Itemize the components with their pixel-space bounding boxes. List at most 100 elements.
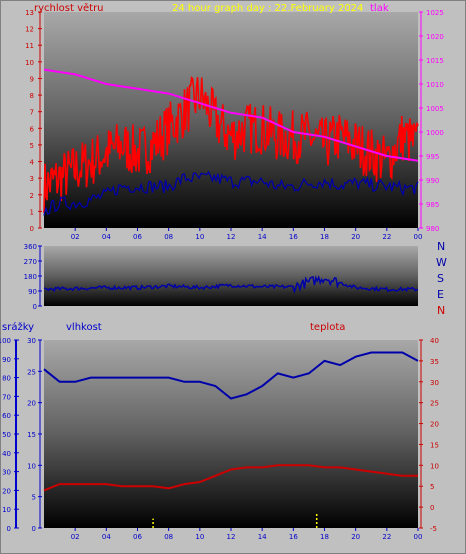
- x-tick-label-bottom: 22: [382, 533, 391, 541]
- temperature-axis-tick-label: 0: [430, 504, 434, 512]
- wind-axis-tick-label: 3: [30, 175, 34, 183]
- pressure-axis-tick-label: 980: [426, 225, 439, 233]
- x-tick-label-bottom: 12: [227, 533, 236, 541]
- wind-axis-tick-label: 0: [30, 225, 34, 233]
- x-tick-label-bottom: 02: [71, 533, 80, 541]
- wind-axis-tick-label: 8: [30, 92, 34, 100]
- panel2-bg: [44, 246, 418, 306]
- wind-axis-tick-label: 9: [30, 75, 34, 83]
- rain-axis-tick-label: 10: [2, 506, 11, 514]
- temperature-axis-tick-label: 30: [430, 379, 439, 387]
- wind-direction-line: [43, 274, 419, 294]
- wind-axis-title: rychlost větru: [34, 2, 104, 14]
- wind-avg-line: [43, 170, 419, 216]
- rain-axis-tick-label: 40: [2, 450, 11, 458]
- x-tick-label-bottom: 14: [258, 533, 267, 541]
- pressure-line: [43, 68, 419, 162]
- compass-e: E: [437, 288, 444, 301]
- x-tick-label-top: 10: [195, 233, 204, 241]
- humidity-axis-tick-label: 30: [27, 337, 36, 345]
- wind-axis-tick-label: 12: [25, 26, 34, 34]
- rain-axis-tick-label: 90: [2, 356, 11, 364]
- direction-axis-tick-label: 360: [24, 243, 37, 251]
- x-tick-label-top: 14: [258, 233, 267, 241]
- temperature-axis-title: teplota: [310, 322, 345, 333]
- temperature-axis-tick-label: 35: [430, 358, 439, 366]
- pressure-axis-tick-label: 995: [426, 153, 439, 161]
- direction-axis-tick-label: 270: [24, 258, 37, 266]
- compass-w: W: [436, 256, 447, 269]
- pressure-axis-title: tlak: [370, 3, 389, 14]
- x-tick-label-top: 18: [320, 233, 329, 241]
- x-tick-label-bottom: 18: [320, 533, 329, 541]
- direction-axis-tick-label: 180: [24, 273, 37, 281]
- compass-s: S: [437, 272, 444, 285]
- temperature-axis-tick-label: 15: [430, 441, 439, 449]
- pressure-axis-tick-label: 1025: [426, 9, 444, 17]
- direction-axis-tick-label: 90: [28, 288, 37, 296]
- rain-axis-tick-label: 100: [0, 337, 11, 345]
- x-tick-label-top: 04: [102, 233, 111, 241]
- direction-axis-tick-label: 0: [33, 303, 37, 311]
- rain-axis-tick-label: 50: [2, 431, 11, 439]
- pressure-axis-tick-label: 985: [426, 201, 439, 209]
- compass-n-top: N: [437, 240, 445, 253]
- rain-axis-tick-label: 80: [2, 375, 11, 383]
- temperature-axis-tick-label: 20: [430, 421, 439, 429]
- humidity-axis-tick-label: 15: [27, 431, 36, 439]
- humidity-axis-title: vlhkost: [66, 322, 102, 333]
- x-tick-label-top: 20: [351, 233, 360, 241]
- wind-axis-tick-label: 11: [25, 42, 34, 50]
- x-tick-label-bottom: 20: [351, 533, 360, 541]
- wind-axis-tick-label: 7: [30, 109, 34, 117]
- temperature-axis-tick-label: 40: [430, 337, 439, 345]
- x-tick-label-top: 16: [289, 233, 298, 241]
- wind-axis-tick-label: 6: [30, 125, 35, 133]
- temperature-axis-tick-label: 10: [430, 462, 439, 470]
- wind-axis-tick-label: 13: [25, 9, 34, 17]
- wind-axis-tick-label: 10: [25, 59, 34, 67]
- pressure-axis-tick-label: 1000: [426, 129, 444, 137]
- humidity-axis-tick-label: 20: [27, 400, 36, 408]
- series-layer: [43, 68, 419, 528]
- temperature-line: [43, 464, 418, 492]
- rain-axis-tick-label: 70: [2, 393, 11, 401]
- pressure-axis-tick-label: 1010: [426, 81, 444, 89]
- rain-axis-tick-label: 30: [2, 469, 11, 477]
- wind-axis-tick-label: 5: [30, 142, 34, 150]
- humidity-line: [43, 351, 419, 400]
- panel1-bg: [44, 12, 418, 228]
- pressure-axis-tick-label: 990: [426, 177, 439, 185]
- x-tick-label-bottom: 16: [289, 533, 298, 541]
- ticks-layer: 0123456789101112139809859909951000100510…: [0, 9, 444, 541]
- rain-axis-tick-label: 20: [2, 487, 11, 495]
- humidity-axis-tick-label: 5: [32, 494, 36, 502]
- x-tick-label-bottom: 08: [164, 533, 173, 541]
- x-tick-label-top: 22: [382, 233, 391, 241]
- x-tick-label-top: 08: [164, 233, 173, 241]
- rain-axis-tick-label: 60: [2, 412, 11, 420]
- wind-axis-tick-label: 2: [30, 192, 34, 200]
- humidity-axis-tick-label: 25: [27, 368, 36, 376]
- x-tick-label-top: 00: [414, 233, 423, 241]
- x-tick-label-bottom: 10: [195, 533, 204, 541]
- compass-n-bottom: N: [437, 304, 445, 317]
- pressure-axis-tick-label: 1005: [426, 105, 444, 113]
- rain-axis-title: srážky: [2, 321, 34, 333]
- x-tick-label-top: 02: [71, 233, 80, 241]
- panel3-bg: [44, 340, 418, 528]
- x-tick-label-bottom: 06: [133, 533, 142, 541]
- humidity-axis-tick-label: 10: [27, 462, 36, 470]
- temperature-axis-tick-label: -5: [430, 525, 437, 533]
- wind-speed-line: [43, 76, 419, 214]
- x-tick-label-top: 12: [227, 233, 236, 241]
- temperature-axis-tick-label: 5: [430, 483, 434, 491]
- wind-axis-tick-label: 1: [30, 208, 34, 216]
- x-tick-label-bottom: 00: [414, 533, 423, 541]
- x-tick-label-top: 06: [133, 233, 142, 241]
- pressure-axis-tick-label: 1020: [426, 33, 444, 41]
- wind-axis-tick-label: 4: [30, 159, 35, 167]
- pressure-axis-tick-label: 1015: [426, 57, 444, 65]
